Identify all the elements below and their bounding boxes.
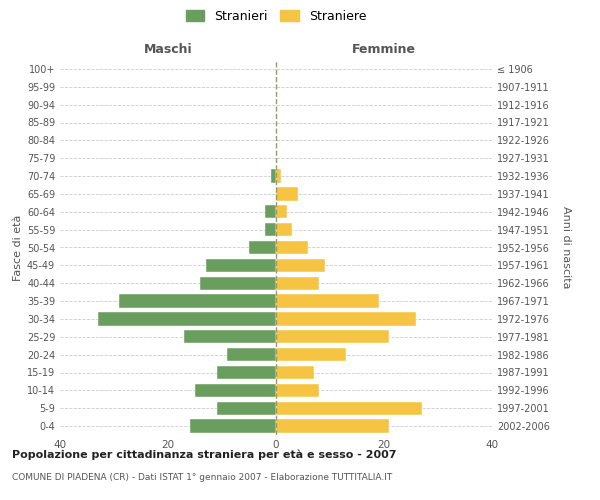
Bar [200, 276, 276, 290]
Bar [276, 170, 281, 183]
Bar [190, 420, 276, 433]
Legend: Stranieri, Straniere: Stranieri, Straniere [182, 6, 370, 26]
Bar [276, 420, 389, 433]
Bar [276, 223, 292, 236]
Bar [276, 258, 325, 272]
Bar [276, 366, 314, 379]
Bar [276, 276, 319, 290]
Bar [206, 258, 276, 272]
Bar [249, 241, 276, 254]
Bar [98, 312, 276, 326]
Bar [276, 384, 319, 397]
Bar [119, 294, 276, 308]
Bar [195, 384, 276, 397]
Text: Femmine: Femmine [352, 44, 416, 57]
Bar [271, 170, 276, 183]
Bar [276, 205, 287, 218]
Bar [276, 294, 379, 308]
Text: Popolazione per cittadinanza straniera per età e sesso - 2007: Popolazione per cittadinanza straniera p… [12, 450, 397, 460]
Y-axis label: Anni di nascita: Anni di nascita [561, 206, 571, 289]
Bar [276, 187, 298, 200]
Bar [184, 330, 276, 344]
Bar [276, 312, 416, 326]
Bar [276, 348, 346, 362]
Text: COMUNE DI PIADENA (CR) - Dati ISTAT 1° gennaio 2007 - Elaborazione TUTTITALIA.IT: COMUNE DI PIADENA (CR) - Dati ISTAT 1° g… [12, 472, 392, 482]
Bar [265, 223, 276, 236]
Y-axis label: Fasce di età: Fasce di età [13, 214, 23, 280]
Bar [265, 205, 276, 218]
Text: Maschi: Maschi [143, 44, 193, 57]
Bar [217, 366, 276, 379]
Bar [276, 241, 308, 254]
Bar [276, 402, 422, 415]
Bar [227, 348, 276, 362]
Bar [217, 402, 276, 415]
Bar [276, 330, 389, 344]
